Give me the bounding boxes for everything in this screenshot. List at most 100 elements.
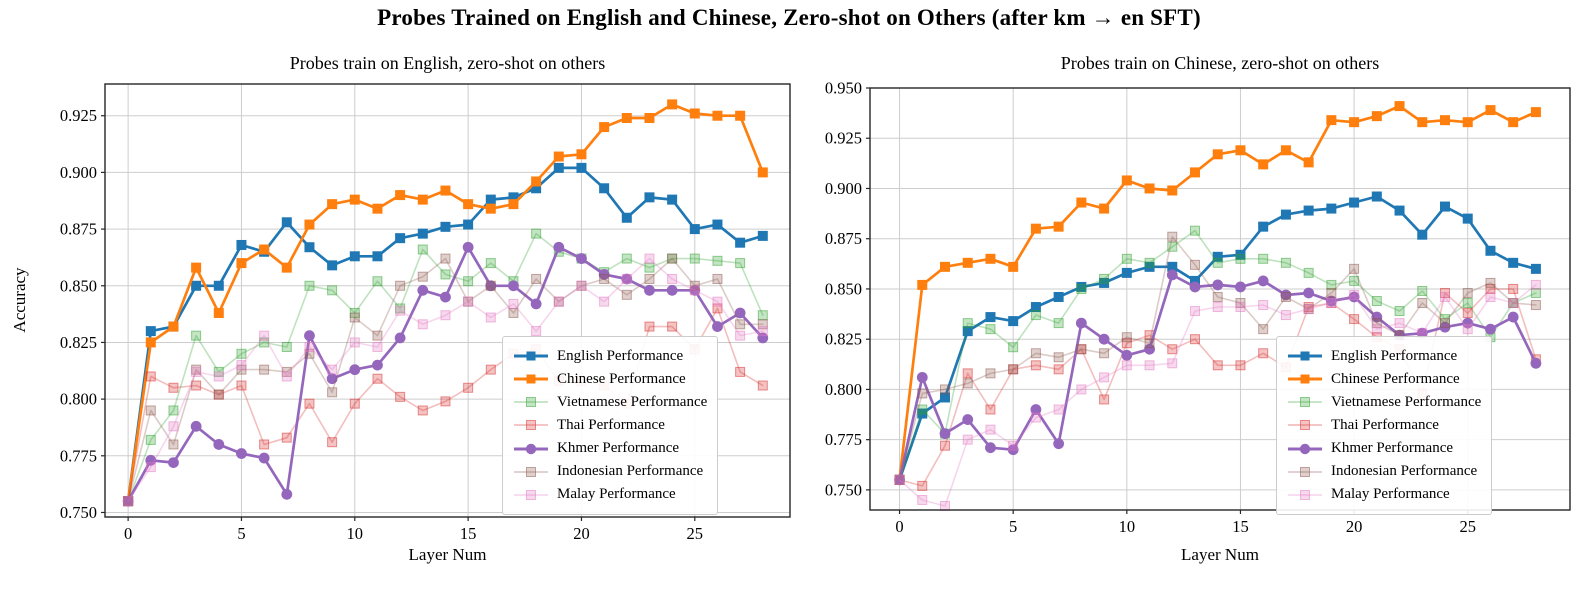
malay-performance-legend-marker-icon — [514, 489, 548, 500]
marker-vietnamese-performance — [1530, 287, 1541, 298]
marker-vietnamese-performance — [1121, 253, 1132, 264]
marker-english-performance — [1508, 257, 1519, 268]
marker-english-performance — [576, 162, 587, 173]
marker-indonesian-performance — [304, 348, 315, 359]
marker-english-performance — [553, 162, 564, 173]
marker-khmer-performance — [372, 359, 383, 371]
axes-spines — [869, 87, 1571, 511]
marker-chinese-performance — [1235, 145, 1246, 156]
marker-malay-performance — [1462, 324, 1473, 335]
legend-label-thai-performance: Thai Performance — [1331, 416, 1439, 433]
marker-malay-performance — [689, 285, 700, 296]
thai-performance-legend-marker-icon — [514, 420, 548, 431]
marker-english-performance — [417, 228, 428, 239]
legend-entry-thai-performance: Thai Performance — [1287, 414, 1481, 436]
marker-chinese-performance — [440, 185, 451, 196]
legend-entry-chinese-performance: Chinese Performance — [1287, 368, 1481, 390]
marker-malay-performance — [1508, 298, 1519, 309]
marker-english-performance — [1076, 281, 1087, 292]
marker-malay-performance — [485, 312, 496, 323]
marker-thai-performance — [1485, 283, 1496, 294]
marker-thai-performance — [962, 368, 973, 379]
marker-english-performance — [1258, 221, 1269, 232]
marker-thai-performance — [304, 398, 315, 409]
series-line-indonesian-performance — [127, 257, 764, 502]
marker-chinese-performance — [712, 110, 723, 121]
marker-vietnamese-performance — [1417, 285, 1428, 296]
marker-vietnamese-performance — [1258, 253, 1269, 264]
marker-thai-performance — [463, 382, 474, 393]
marker-vietnamese-performance — [281, 341, 292, 352]
marker-khmer-performance — [985, 442, 996, 454]
marker-malay-performance — [281, 371, 292, 382]
marker-indonesian-performance — [1099, 348, 1110, 359]
marker-chinese-performance — [145, 337, 156, 348]
x-tick-label: 20 — [573, 524, 590, 543]
marker-malay-performance — [1371, 324, 1382, 335]
legend-entry-chinese-performance: Chinese Performance — [513, 368, 707, 390]
legend-label-vietnamese-performance: Vietnamese Performance — [557, 393, 708, 410]
marker-chinese-performance — [1303, 157, 1314, 168]
marker-vietnamese-performance — [1144, 257, 1155, 268]
indonesian-performance-legend-marker-icon — [514, 466, 548, 477]
marker-khmer-performance — [666, 284, 678, 296]
marker-malay-performance — [735, 330, 746, 341]
marker-khmer-performance — [1166, 269, 1178, 281]
marker-malay-performance — [168, 421, 179, 432]
marker-malay-performance — [757, 326, 768, 337]
marker-english-performance — [1417, 229, 1428, 240]
marker-malay-performance — [1349, 289, 1360, 300]
y-tick-label: 0.750 — [825, 480, 862, 499]
marker-english-performance — [236, 239, 247, 250]
marker-chinese-performance — [1485, 105, 1496, 116]
marker-english-performance — [1280, 209, 1291, 220]
marker-vietnamese-performance — [1008, 342, 1019, 353]
marker-malay-performance — [962, 434, 973, 445]
marker-chinese-performance — [1326, 115, 1337, 126]
marker-khmer-performance — [440, 291, 451, 303]
marker-indonesian-performance — [1349, 263, 1360, 274]
marker-chinese-performance — [236, 258, 247, 269]
y-tick-label: 0.875 — [825, 229, 862, 248]
marker-chinese-performance — [1190, 167, 1200, 178]
marker-english-performance — [508, 192, 519, 203]
marker-malay-performance — [1394, 318, 1405, 329]
marker-english-performance — [1008, 316, 1019, 327]
y-tick-label: 0.875 — [60, 220, 97, 239]
marker-thai-performance — [1258, 348, 1269, 359]
marker-vietnamese-performance — [1280, 257, 1291, 268]
series-line-vietnamese-performance — [127, 232, 764, 502]
marker-english-performance — [1190, 275, 1200, 286]
marker-vietnamese-performance — [1371, 296, 1382, 307]
marker-khmer-performance — [553, 241, 565, 253]
y-tick-label: 0.850 — [825, 279, 862, 298]
figure-title: Probes Trained on English and Chinese, Z… — [377, 5, 1201, 30]
marker-indonesian-performance — [531, 273, 542, 284]
marker-indonesian-performance — [1485, 277, 1496, 288]
marker-vietnamese-performance — [168, 405, 179, 416]
x-tick-label: 15 — [1232, 517, 1249, 536]
marker-chinese-performance — [962, 257, 973, 268]
marker-english-performance — [1121, 267, 1132, 278]
khmer-performance-legend-marker-icon — [1288, 443, 1322, 454]
marker-malay-performance — [599, 296, 610, 307]
marker-malay-performance — [1303, 304, 1314, 315]
marker-indonesian-performance — [168, 439, 179, 450]
marker-chinese-performance — [213, 307, 224, 318]
marker-malay-performance — [667, 273, 678, 284]
legend-entry-indonesian-performance: Indonesian Performance — [1287, 461, 1481, 483]
marker-vietnamese-performance — [621, 253, 632, 264]
marker-malay-performance — [1258, 300, 1269, 311]
marker-malay-performance — [191, 366, 202, 377]
marker-indonesian-performance — [440, 253, 451, 264]
x-axis-label-right: Layer Num — [1181, 545, 1259, 564]
legend-label-vietnamese-performance: Vietnamese Performance — [1331, 393, 1482, 410]
marker-thai-performance — [440, 396, 451, 407]
marker-english-performance — [757, 230, 768, 241]
marker-thai-performance — [735, 366, 746, 377]
legend-label-english-performance: English Performance — [1331, 347, 1458, 364]
marker-chinese-performance — [1008, 261, 1019, 272]
marker-malay-performance — [644, 253, 655, 264]
marker-english-performance — [395, 233, 406, 244]
marker-khmer-performance — [962, 414, 974, 425]
